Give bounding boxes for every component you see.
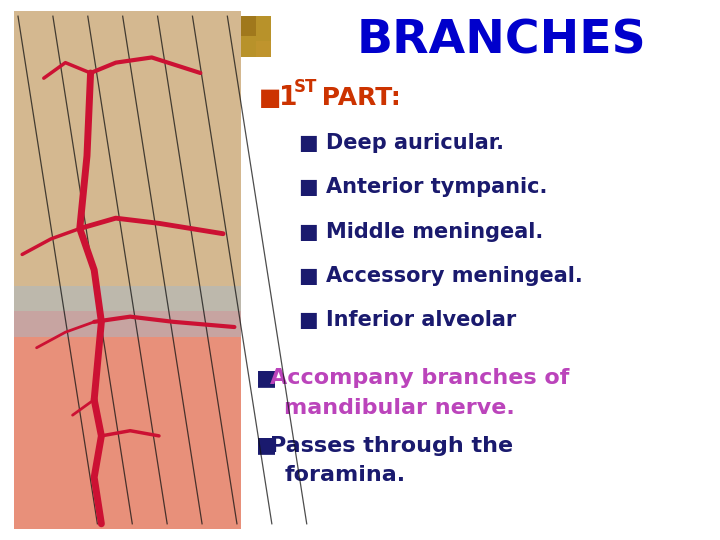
Text: mandibular nerve.: mandibular nerve. (284, 397, 515, 418)
Text: ■ Anterior tympanic.: ■ Anterior tympanic. (299, 177, 547, 198)
Text: ■: ■ (256, 435, 276, 456)
FancyBboxPatch shape (14, 286, 241, 338)
Text: Passes through the: Passes through the (270, 435, 513, 456)
Text: ■: ■ (259, 86, 282, 110)
Text: ■ Deep auricular.: ■ Deep auricular. (299, 133, 504, 153)
FancyBboxPatch shape (241, 16, 256, 36)
Text: ■: ■ (256, 368, 276, 388)
Text: foramina.: foramina. (284, 465, 405, 485)
Text: ■ Middle meningeal.: ■ Middle meningeal. (299, 221, 543, 242)
Text: 1: 1 (279, 85, 298, 111)
FancyBboxPatch shape (241, 16, 271, 57)
Text: ■ Inferior alveolar: ■ Inferior alveolar (299, 310, 516, 330)
Text: Accompany branches of: Accompany branches of (270, 368, 570, 388)
FancyBboxPatch shape (14, 312, 241, 529)
Text: ST: ST (294, 78, 317, 97)
Text: ■ Accessory meningeal.: ■ Accessory meningeal. (299, 266, 582, 286)
Text: PART:: PART: (313, 86, 401, 110)
FancyBboxPatch shape (14, 11, 241, 529)
FancyBboxPatch shape (256, 40, 271, 57)
FancyBboxPatch shape (14, 11, 241, 312)
Text: BRANCHES: BRANCHES (356, 18, 646, 63)
